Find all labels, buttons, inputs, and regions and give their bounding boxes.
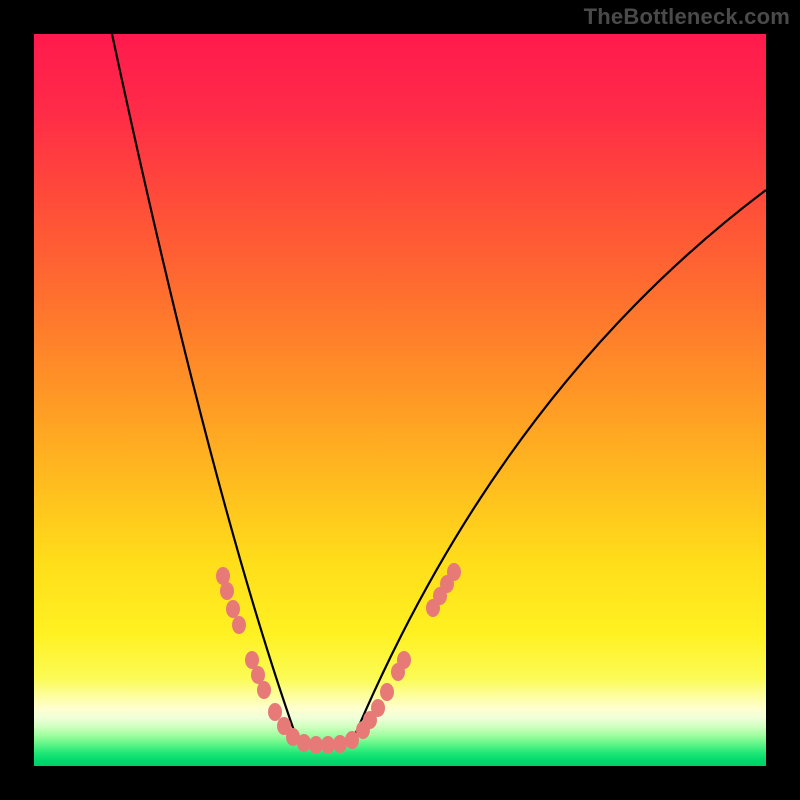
curve-marker — [333, 735, 347, 753]
curve-marker — [371, 699, 385, 717]
curve-marker — [397, 651, 411, 669]
bottleneck-curve — [34, 34, 766, 766]
curve-marker — [447, 563, 461, 581]
curve-marker — [268, 703, 282, 721]
curve-marker — [226, 600, 240, 618]
curve-marker — [321, 736, 335, 754]
curve-marker — [257, 681, 271, 699]
chart-container: TheBottleneck.com — [0, 0, 800, 800]
watermark-text: TheBottleneck.com — [584, 4, 790, 30]
plot-area — [34, 34, 766, 766]
v-curve-path — [112, 34, 766, 745]
curve-marker — [220, 582, 234, 600]
curve-marker — [297, 734, 311, 752]
curve-marker — [232, 616, 246, 634]
curve-marker — [309, 736, 323, 754]
curve-marker — [380, 683, 394, 701]
